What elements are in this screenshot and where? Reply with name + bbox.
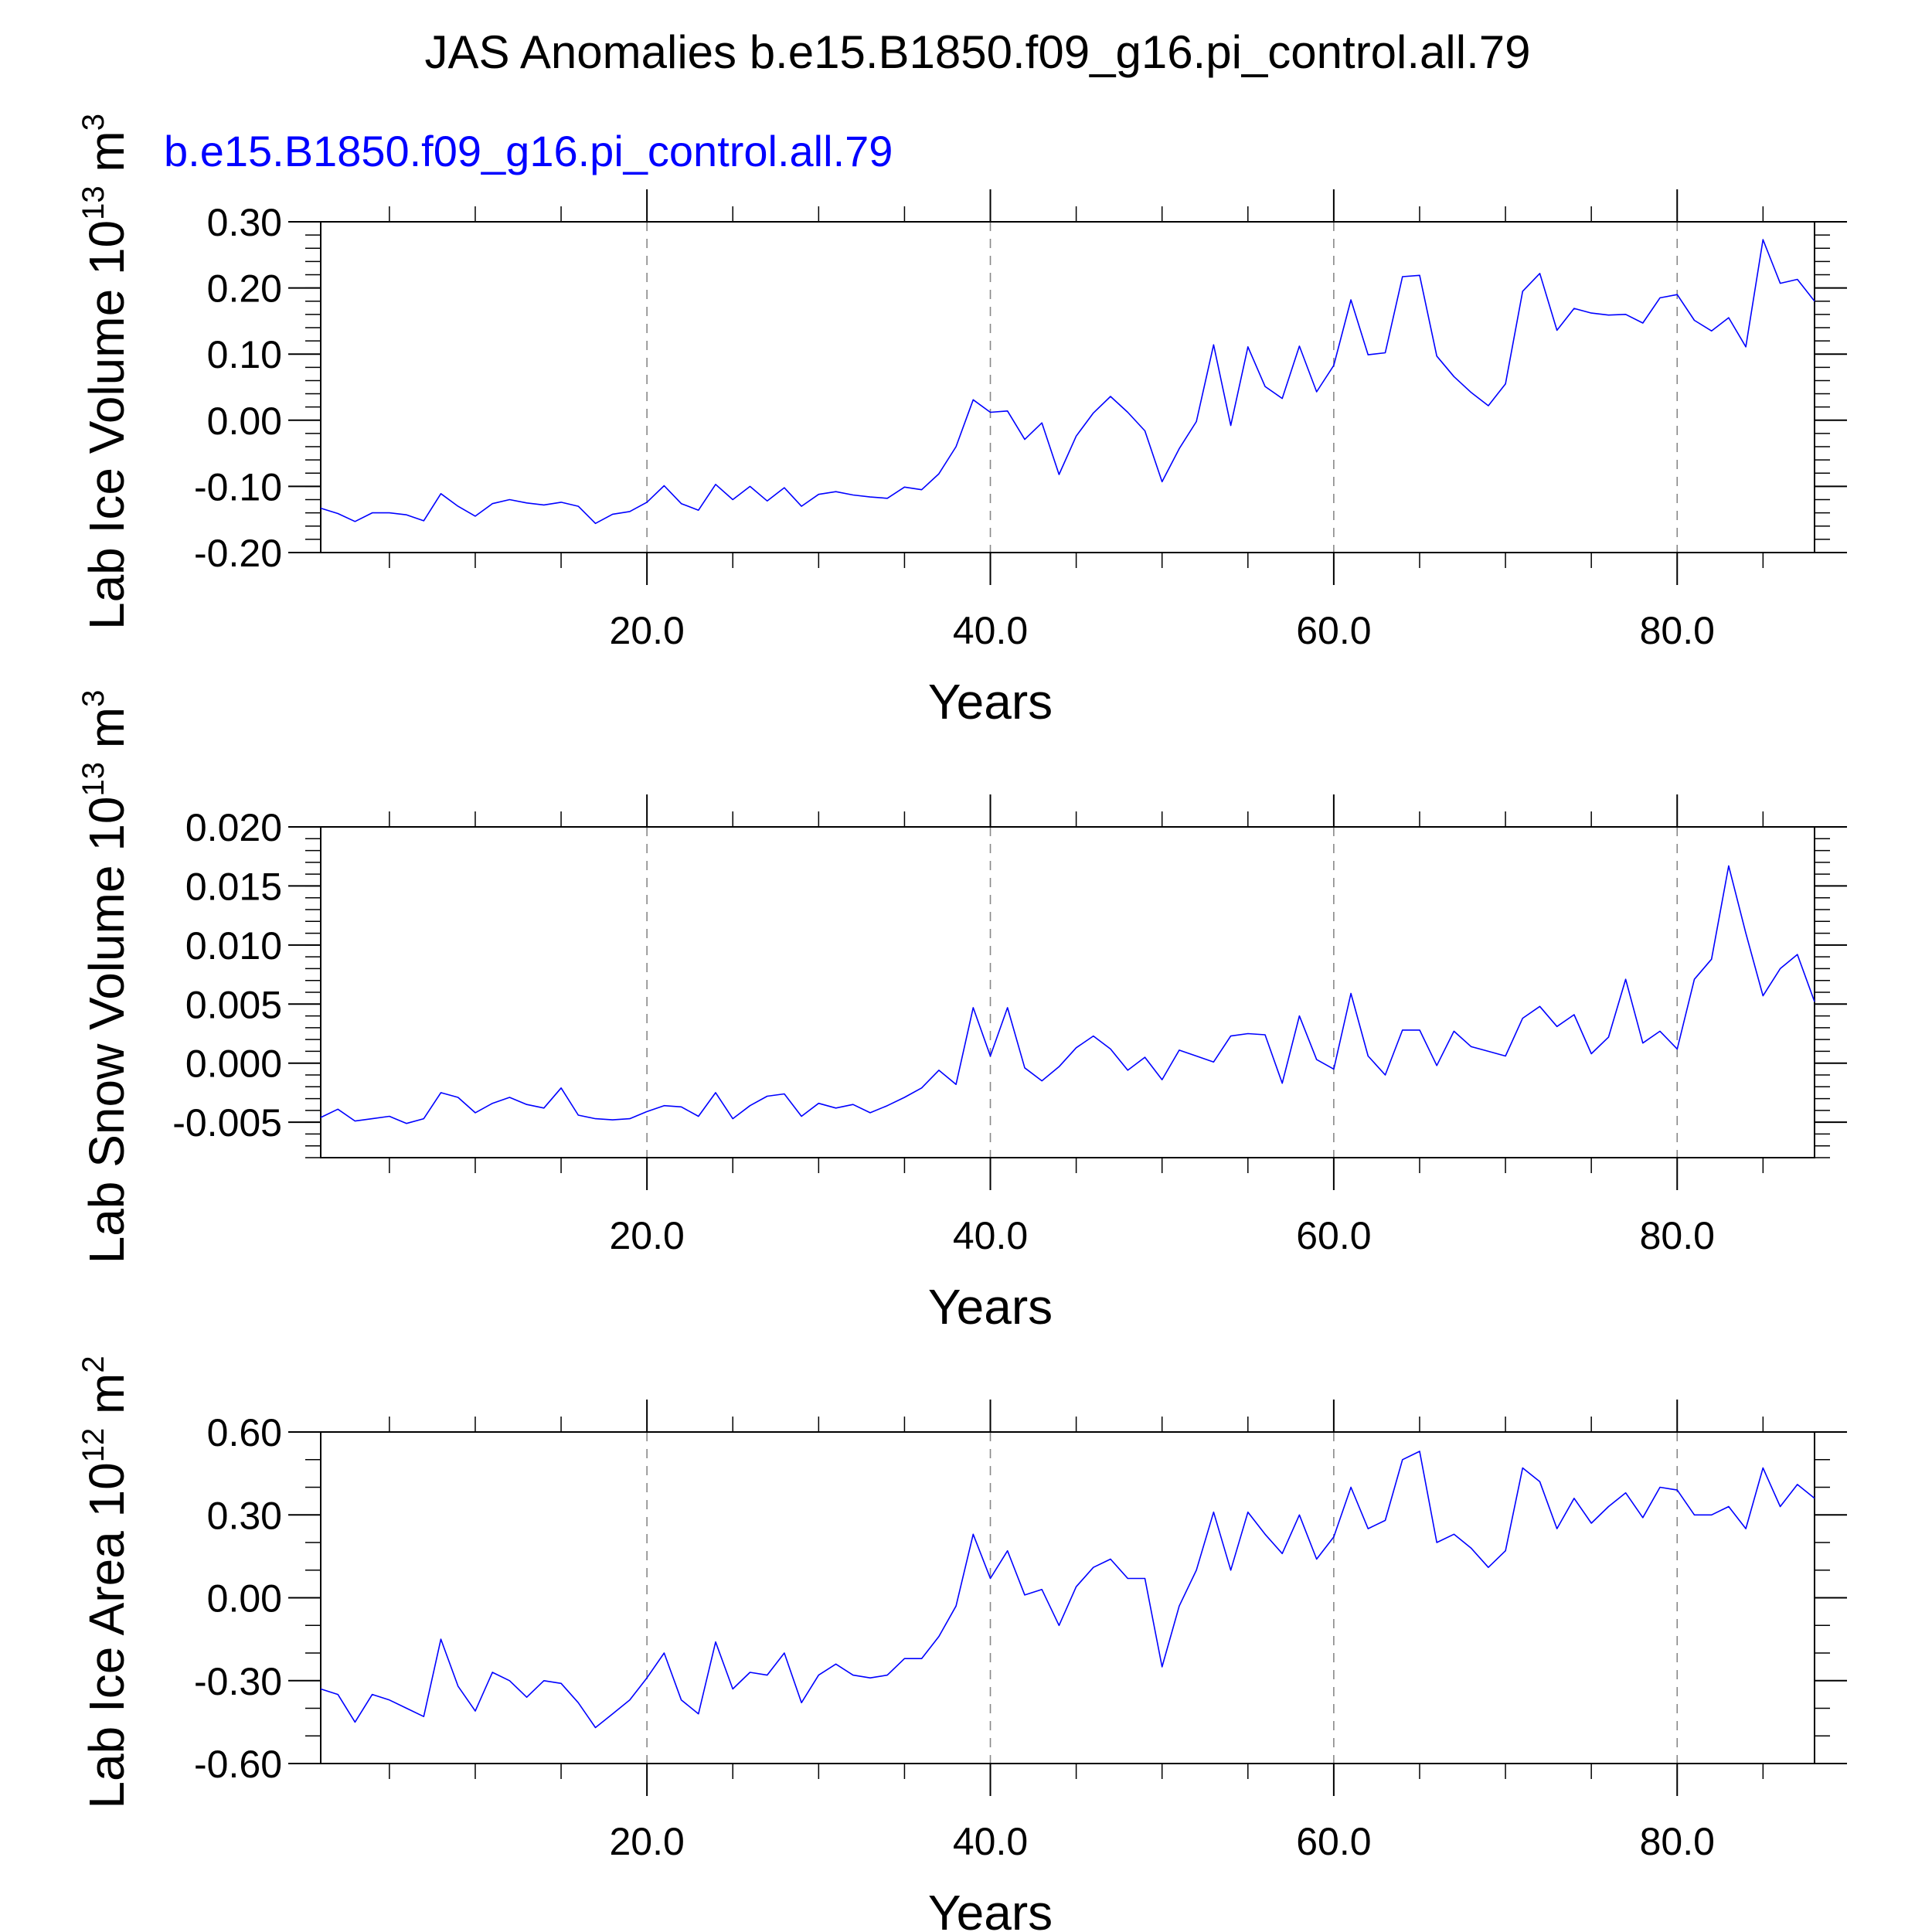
y-tick-label: 0.00	[207, 1577, 282, 1621]
chart-panel-3: -0.60 -0.30 0.00 0.30 0.60 20.0 40.0 60.0 80.0 Ye…	[77, 1355, 1847, 1932]
x-axis-label: Years	[928, 1885, 1053, 1932]
y-tick-label: 0.10	[207, 333, 282, 376]
x-tick-label: 40.0	[953, 1820, 1028, 1863]
chart-panel-2: -0.005 0.000 0.005 0.010 0.015 0.020 20.0 40.0 6…	[77, 690, 1847, 1335]
y-axis-label: Lab Ice Area 1012 m2	[77, 1355, 134, 1808]
x-axis-label: Years	[928, 674, 1053, 730]
y-axis-label: Lab Ice Volume 1013 m3	[77, 114, 134, 630]
y-tick-label: 0.60	[207, 1411, 282, 1454]
y-tick-label: -0.30	[194, 1660, 282, 1703]
data-series-line	[320, 1451, 1815, 1729]
y-tick-label: 0.00	[207, 400, 282, 443]
x-tick-label: 20.0	[609, 1214, 684, 1257]
x-tick-label: 20.0	[609, 609, 684, 652]
y-tick-label: 0.30	[207, 1494, 282, 1537]
x-tick-label: 80.0	[1640, 1214, 1715, 1257]
x-tick-label: 40.0	[953, 1214, 1028, 1257]
y-tick-label: -0.20	[194, 532, 282, 575]
y-tick-label: -0.60	[194, 1743, 282, 1786]
x-tick-label: 80.0	[1640, 1820, 1715, 1863]
x-tick-label: 60.0	[1296, 1820, 1371, 1863]
chart-panel-1: -0.20 -0.10 0.00 0.10 0.20 0.30 20.0 40.0 60.0 80…	[77, 114, 1847, 730]
figure-title: JAS Anomalies b.e15.B1850.f09_g16.pi_con…	[424, 26, 1530, 78]
y-tick-label: 0.005	[185, 983, 282, 1026]
y-tick-label: 0.20	[207, 267, 282, 311]
x-axis-label: Years	[928, 1279, 1053, 1335]
y-tick-label: 0.015	[185, 865, 282, 908]
y-tick-label: -0.005	[172, 1101, 282, 1145]
data-series-line	[320, 865, 1815, 1124]
x-tick-label: 40.0	[953, 609, 1028, 652]
y-tick-label: 0.010	[185, 924, 282, 968]
plot-frame	[320, 826, 1815, 1158]
data-series-line	[320, 239, 1815, 525]
x-tick-label: 80.0	[1640, 609, 1715, 652]
x-tick-label: 20.0	[609, 1820, 684, 1863]
x-tick-label: 60.0	[1296, 609, 1371, 652]
y-axis-label: Lab Snow Volume 1013 m3	[77, 690, 134, 1264]
y-tick-label: 0.020	[185, 806, 282, 849]
plot-frame	[320, 221, 1815, 553]
y-tick-label: 0.30	[207, 201, 282, 244]
y-tick-label: 0.000	[185, 1043, 282, 1086]
series-label: b.e15.B1850.f09_g16.pi_control.all.79	[164, 127, 893, 175]
x-tick-label: 60.0	[1296, 1214, 1371, 1257]
plot-frame	[320, 1431, 1815, 1764]
y-tick-label: -0.10	[194, 465, 282, 509]
